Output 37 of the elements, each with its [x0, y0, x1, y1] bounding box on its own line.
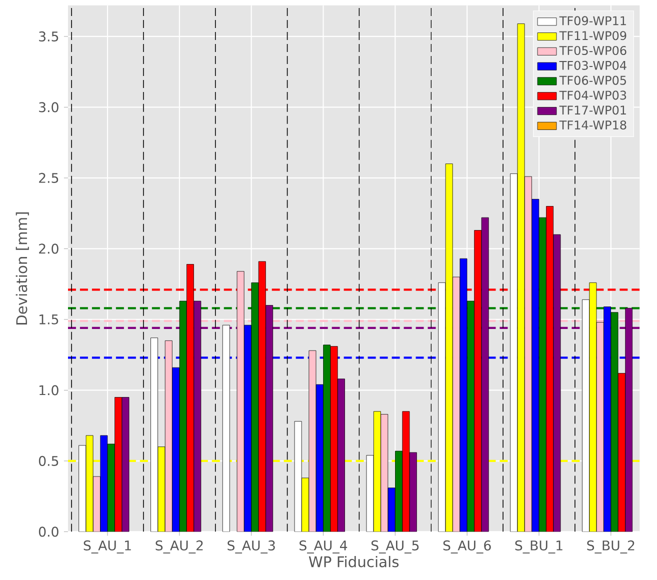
- bar: [445, 164, 453, 532]
- y-axis-title: Deviation [mm]: [16, 212, 29, 325]
- bar: [172, 368, 180, 532]
- x-tick-label: S_BU_2: [587, 540, 634, 554]
- x-tick-label: S_AU_4: [300, 540, 348, 554]
- x-tick-label: S_AU_2: [156, 540, 203, 554]
- bar: [244, 325, 252, 532]
- x-tick-label: S_AU_3: [228, 540, 275, 554]
- y-tick-label: 3.5: [39, 32, 58, 42]
- y-tick-label: 0.5: [38, 456, 58, 466]
- legend-label: TF03-WP04: [559, 61, 626, 70]
- bar: [589, 282, 597, 532]
- legend-label: TF05-WP06: [559, 46, 626, 56]
- y-tick-label: 0.0: [38, 526, 58, 537]
- x-tick-label: S_AU_1: [84, 540, 131, 554]
- legend-label: TF11-WP09: [559, 31, 626, 40]
- bar: [302, 478, 310, 532]
- x-tick-label: S_AU_5: [371, 540, 419, 554]
- bar: [373, 411, 381, 532]
- legend-label: TF14-WP18: [559, 120, 626, 130]
- x-tick-label: S_BU_1: [515, 540, 562, 554]
- y-tick-label: 1.5: [40, 314, 58, 325]
- y-tick-label: 2.0: [39, 244, 58, 254]
- y-tick-label: 3.0: [39, 102, 58, 112]
- legend-label: TF06-WP05: [559, 76, 626, 85]
- y-tick-label: 1.0: [40, 385, 58, 396]
- bar: [532, 199, 540, 532]
- x-tick-label: S_AU_6: [443, 540, 491, 554]
- legend-label: TF04-WP03: [559, 90, 626, 100]
- bar: [100, 435, 108, 532]
- bar: [604, 306, 612, 532]
- bar: [316, 384, 324, 532]
- legend-label: TF17-WP01: [559, 106, 626, 115]
- y-tick-label: 2.5: [39, 173, 58, 184]
- bar: [388, 488, 396, 532]
- legend-label: TF09-WP11: [559, 16, 626, 26]
- x-axis-title: WP Fiducials: [308, 556, 399, 568]
